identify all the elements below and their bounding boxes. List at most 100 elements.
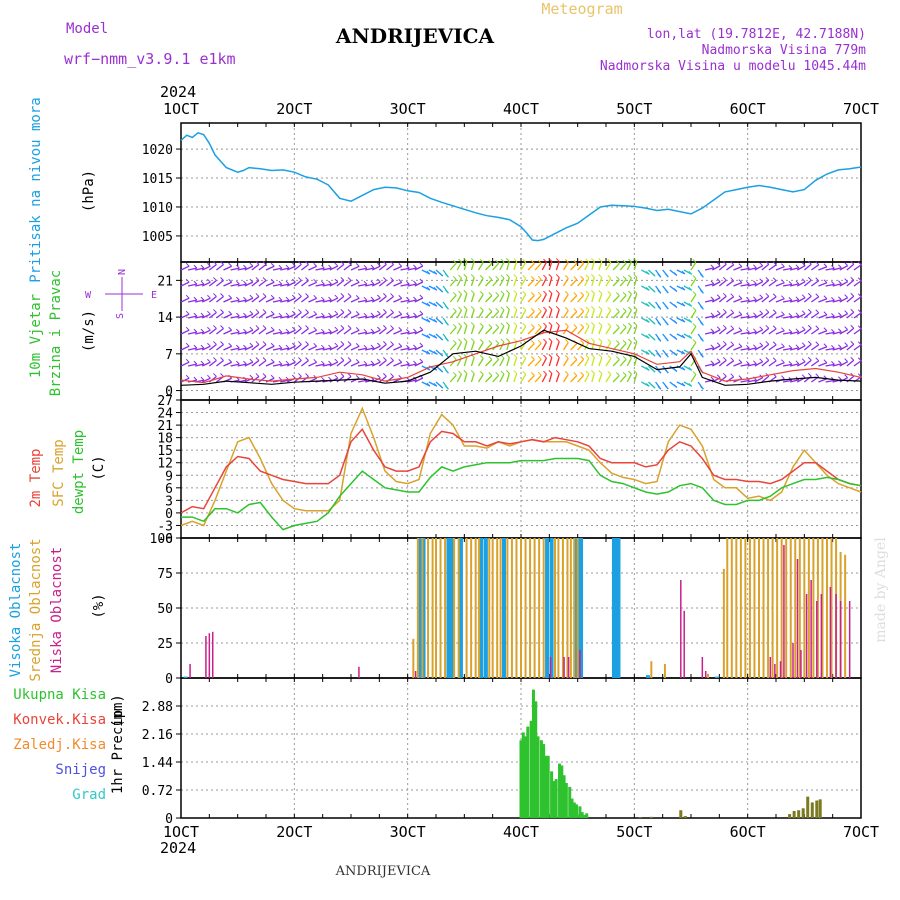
wind-barb-head: [781, 375, 785, 380]
wind-barb: [393, 361, 403, 367]
wind-barb: [513, 277, 518, 287]
wind-barb-head: [243, 360, 247, 365]
mid-cloud-bar: [803, 538, 806, 678]
wind-barb: [548, 261, 553, 271]
wind-barb-head: [633, 353, 638, 358]
wind-barb-head: [692, 323, 697, 327]
wind-barb-head: [500, 322, 505, 327]
wind-barb-head: [328, 312, 332, 317]
wind-barb-head: [807, 324, 812, 329]
wind-label-1: 10m Vjetar: [28, 294, 44, 378]
wind-barb-head: [765, 260, 770, 265]
wind-barb-head: [795, 360, 800, 365]
wind-barb: [357, 283, 368, 287]
wind-barb-head: [398, 311, 403, 315]
mid-cloud-bar: [496, 538, 499, 678]
compass-south: S: [115, 313, 126, 319]
wind-barb-head: [200, 264, 205, 269]
wind-barb-head: [334, 294, 339, 299]
wind-barb-head: [664, 273, 669, 278]
mid-cloud-bar: [524, 538, 527, 678]
wind-barb-head: [220, 277, 224, 281]
wind-barb-head: [298, 341, 302, 345]
low-cloud-bar: [783, 545, 785, 678]
wind-barb-head: [772, 261, 777, 266]
wind-barb-head: [688, 334, 693, 339]
wind-barb-head: [530, 340, 535, 344]
wind-barb: [258, 327, 267, 335]
wind-barb: [336, 263, 345, 271]
precip-bar-other: [649, 816, 653, 818]
wind-barb: [322, 331, 332, 335]
y-tick-label: 75: [157, 567, 173, 582]
wind-barb-head: [185, 278, 190, 283]
wind-barb-head: [688, 286, 693, 291]
wind-barb-head: [722, 324, 727, 329]
low-cloud-bar: [683, 610, 685, 678]
wind-barb: [506, 373, 510, 383]
wind-barb-head: [313, 310, 318, 315]
wind-barb-head: [376, 262, 381, 267]
wind-barb-head: [255, 325, 260, 329]
wind-barb: [562, 374, 569, 383]
precip-bar: [568, 786, 572, 818]
wind-barb: [740, 363, 750, 367]
wind-barb-head: [673, 288, 678, 292]
wind-barb: [187, 315, 198, 319]
wind-barb: [527, 375, 535, 383]
wind-barb: [598, 373, 603, 383]
wind-barb-head: [628, 306, 632, 311]
wind-barb-head: [607, 371, 612, 375]
wind-barb: [846, 343, 855, 351]
wind-barb-head: [753, 296, 757, 301]
wind-barb: [584, 293, 590, 303]
wind-barb-head: [807, 260, 812, 265]
wind-barb-head: [334, 310, 339, 315]
wind-barb-head: [445, 385, 449, 390]
wind-barb: [811, 360, 820, 367]
wind-barb-head: [495, 259, 500, 264]
wind-barb: [626, 261, 632, 271]
wind-barb-head: [298, 261, 302, 265]
low-cloud-bar: [211, 631, 214, 678]
wind-barb: [775, 282, 785, 287]
wind-barb-head: [850, 260, 855, 265]
wind-barb: [485, 263, 493, 271]
wind-barb-head: [657, 337, 662, 342]
wind-barb: [365, 299, 375, 303]
wind-barb: [265, 281, 275, 287]
wind-barb: [180, 313, 190, 319]
wind-barb: [811, 264, 820, 271]
wind-barb: [216, 279, 224, 287]
wind-barb: [811, 296, 820, 303]
wind-barb-head: [363, 328, 368, 333]
wind-barb-head: [522, 371, 527, 375]
mid-cloud-bar: [444, 538, 447, 678]
wind-barb-head: [270, 342, 275, 347]
wind-barb-head: [838, 344, 842, 349]
wind-barb: [570, 343, 578, 351]
wind-barb-head: [759, 294, 764, 299]
wind-barb-head: [746, 296, 750, 301]
wind-barb-head: [673, 352, 678, 356]
wind-barb: [470, 293, 475, 303]
wind-barb: [378, 279, 387, 287]
wind-barb-head: [633, 337, 638, 342]
wind-barb-head: [699, 273, 704, 278]
wind-barb-head: [844, 262, 848, 267]
wind-barb: [400, 347, 410, 351]
temp-label-2m: 2m Temp: [28, 448, 44, 507]
wind-barb-head: [413, 328, 417, 333]
wind-barb-head: [692, 371, 697, 375]
wind-barb-head: [772, 309, 777, 314]
wind-barb: [534, 358, 542, 367]
wind-barb: [718, 327, 727, 335]
wind-barb-head: [781, 279, 785, 284]
wind-barb-head: [850, 276, 855, 281]
mid-cloud-bar: [771, 538, 774, 678]
y-tick-label: 7: [165, 348, 173, 363]
high-cloud-bar: [458, 538, 463, 678]
wind-barb-head: [236, 296, 240, 301]
wind-barb: [619, 326, 627, 335]
wind-barb-head: [193, 296, 198, 301]
